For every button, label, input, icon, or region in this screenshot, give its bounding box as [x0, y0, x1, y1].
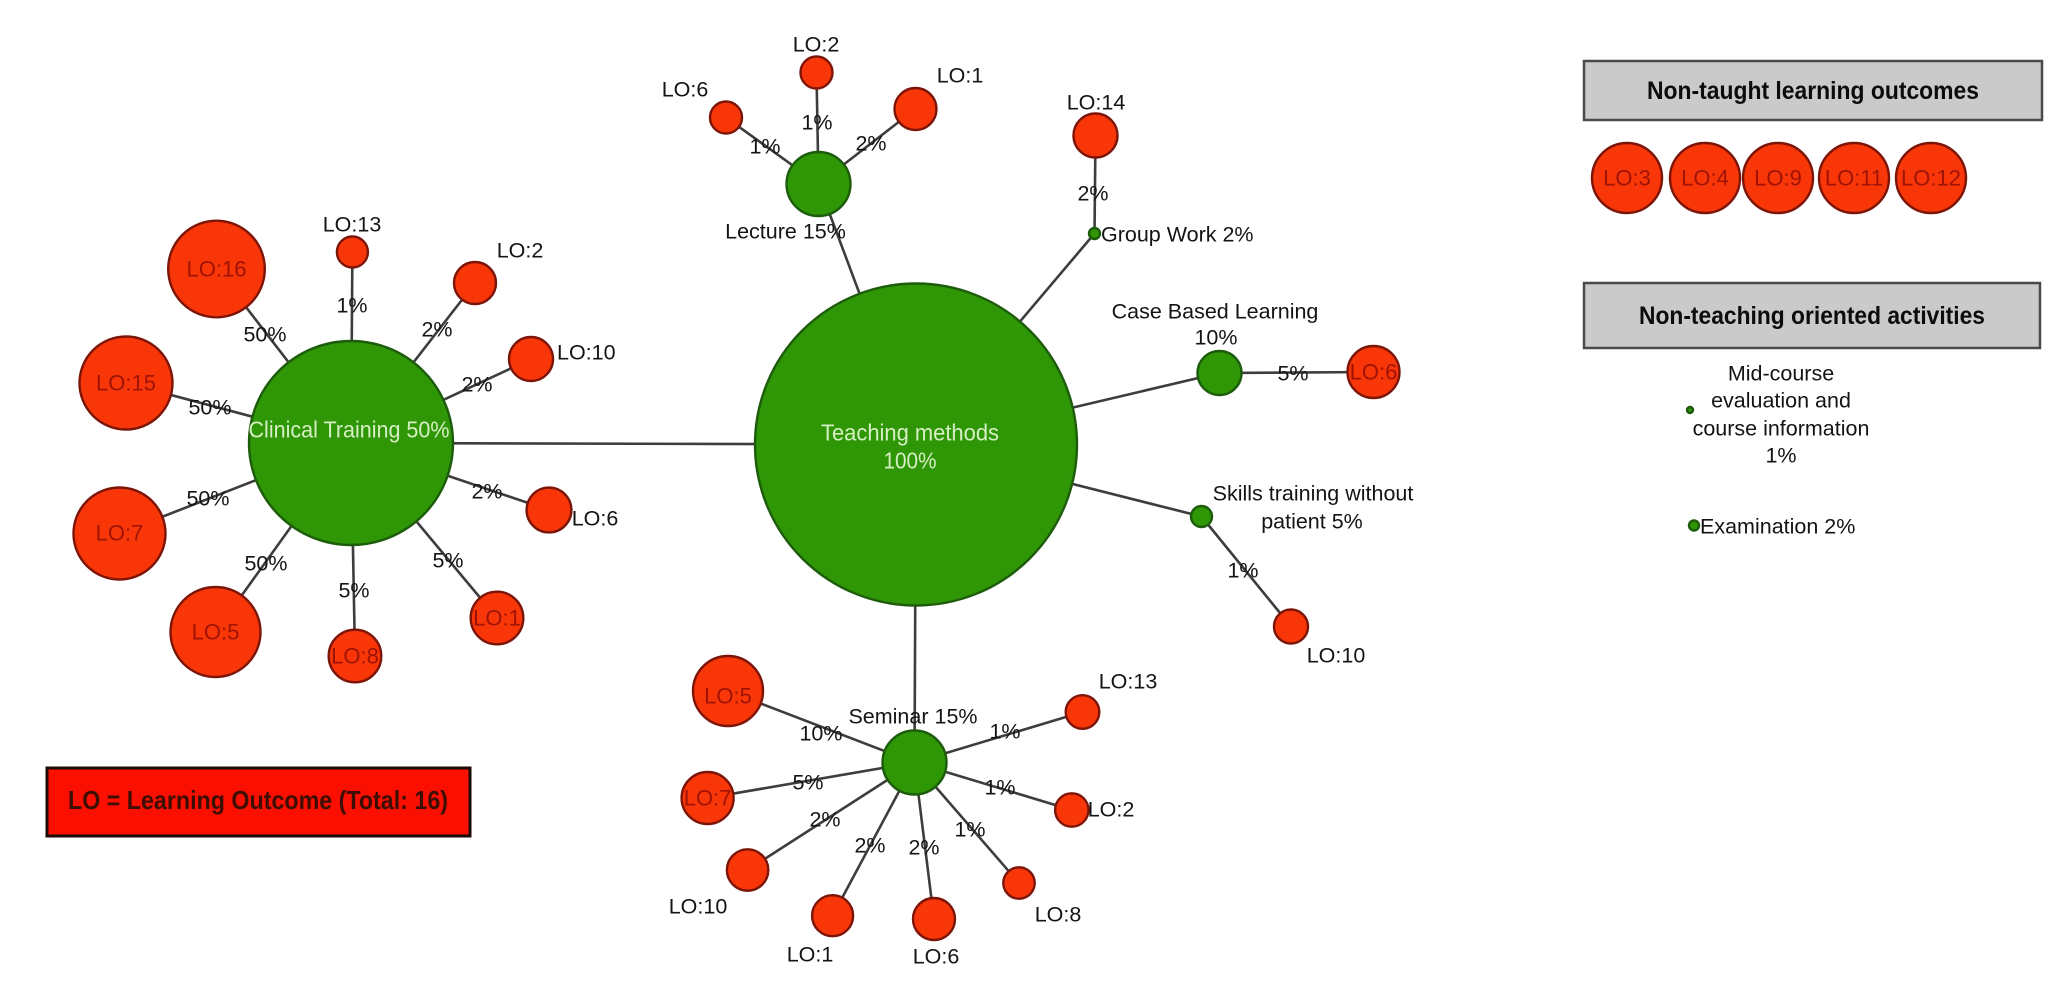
svg-text:evaluation and: evaluation and: [1711, 389, 1851, 413]
svg-text:LO:6: LO:6: [913, 945, 960, 969]
svg-text:LO:14: LO:14: [1067, 91, 1126, 115]
svg-text:Group Work 2%: Group Work 2%: [1101, 223, 1254, 247]
svg-text:LO:1: LO:1: [473, 606, 521, 631]
svg-text:2%: 2%: [855, 132, 886, 156]
svg-text:5%: 5%: [1277, 362, 1308, 386]
svg-text:1%: 1%: [336, 294, 367, 318]
svg-text:2%: 2%: [461, 373, 492, 397]
svg-text:LO:2: LO:2: [1088, 798, 1135, 822]
svg-text:1%: 1%: [801, 111, 832, 135]
svg-text:1%: 1%: [954, 818, 985, 842]
svg-text:2%: 2%: [1077, 182, 1108, 206]
svg-text:Teaching methods: Teaching methods: [821, 420, 999, 446]
svg-text:50%: 50%: [188, 396, 231, 420]
svg-text:Seminar 15%: Seminar 15%: [848, 705, 977, 729]
svg-text:LO:12: LO:12: [1901, 166, 1961, 191]
svg-text:LO:5: LO:5: [192, 620, 240, 645]
svg-text:Lecture 15%: Lecture 15%: [725, 220, 846, 244]
svg-text:5%: 5%: [792, 771, 823, 795]
svg-text:2%: 2%: [809, 808, 840, 832]
svg-text:1%: 1%: [989, 720, 1020, 744]
svg-text:LO:6: LO:6: [1350, 360, 1398, 385]
svg-text:Examination 2%: Examination 2%: [1700, 515, 1855, 539]
svg-text:Mid-course: Mid-course: [1728, 362, 1834, 386]
svg-text:LO:7: LO:7: [684, 786, 732, 811]
svg-text:1%: 1%: [984, 776, 1015, 800]
svg-text:LO:5: LO:5: [704, 684, 752, 709]
svg-text:50%: 50%: [186, 487, 229, 511]
svg-text:Case Based Learning: Case Based Learning: [1112, 300, 1319, 324]
svg-text:50%: 50%: [244, 552, 287, 576]
svg-text:50%: 50%: [243, 323, 286, 347]
svg-text:LO:4: LO:4: [1681, 166, 1729, 191]
svg-text:2%: 2%: [421, 318, 452, 342]
svg-text:LO:16: LO:16: [187, 257, 247, 282]
svg-text:2%: 2%: [908, 836, 939, 860]
svg-text:LO:10: LO:10: [1307, 644, 1366, 668]
svg-text:10%: 10%: [1194, 326, 1237, 350]
svg-text:1%: 1%: [1227, 559, 1258, 583]
svg-text:1%: 1%: [1765, 444, 1796, 468]
svg-text:Skills training without: Skills training without: [1213, 482, 1414, 506]
svg-text:Non-taught learning outcomes: Non-taught learning outcomes: [1647, 77, 1979, 105]
svg-text:course information: course information: [1693, 417, 1870, 441]
svg-text:5%: 5%: [338, 579, 369, 603]
svg-text:LO:6: LO:6: [572, 507, 619, 531]
svg-text:LO:10: LO:10: [557, 341, 616, 365]
svg-text:LO:8: LO:8: [331, 644, 379, 669]
svg-text:LO:1: LO:1: [937, 64, 984, 88]
svg-text:LO:2: LO:2: [793, 33, 840, 57]
svg-text:1%: 1%: [749, 135, 780, 159]
svg-text:LO:13: LO:13: [323, 213, 382, 237]
svg-text:LO = Learning Outcome (Total:: LO = Learning Outcome (Total: 16): [68, 785, 448, 815]
svg-text:patient 5%: patient 5%: [1261, 510, 1363, 534]
svg-text:2%: 2%: [471, 480, 502, 504]
svg-text:LO:10: LO:10: [669, 895, 728, 919]
svg-text:Non-teaching oriented activiti: Non-teaching oriented activities: [1639, 302, 1985, 330]
svg-text:10%: 10%: [799, 722, 842, 746]
svg-text:LO:13: LO:13: [1099, 670, 1158, 694]
svg-text:LO:6: LO:6: [662, 78, 709, 102]
svg-text:LO:11: LO:11: [1825, 166, 1883, 191]
svg-text:LO:9: LO:9: [1754, 166, 1802, 191]
svg-text:100%: 100%: [884, 448, 937, 474]
svg-text:2%: 2%: [854, 834, 885, 858]
svg-text:Clinical Training 50%: Clinical Training 50%: [249, 417, 450, 443]
svg-text:LO:7: LO:7: [96, 521, 144, 546]
svg-text:LO:8: LO:8: [1035, 903, 1082, 927]
svg-text:5%: 5%: [432, 549, 463, 573]
svg-text:LO:15: LO:15: [96, 371, 156, 396]
svg-text:LO:3: LO:3: [1603, 166, 1651, 191]
svg-text:LO:1: LO:1: [787, 943, 834, 967]
svg-text:LO:2: LO:2: [497, 239, 544, 263]
